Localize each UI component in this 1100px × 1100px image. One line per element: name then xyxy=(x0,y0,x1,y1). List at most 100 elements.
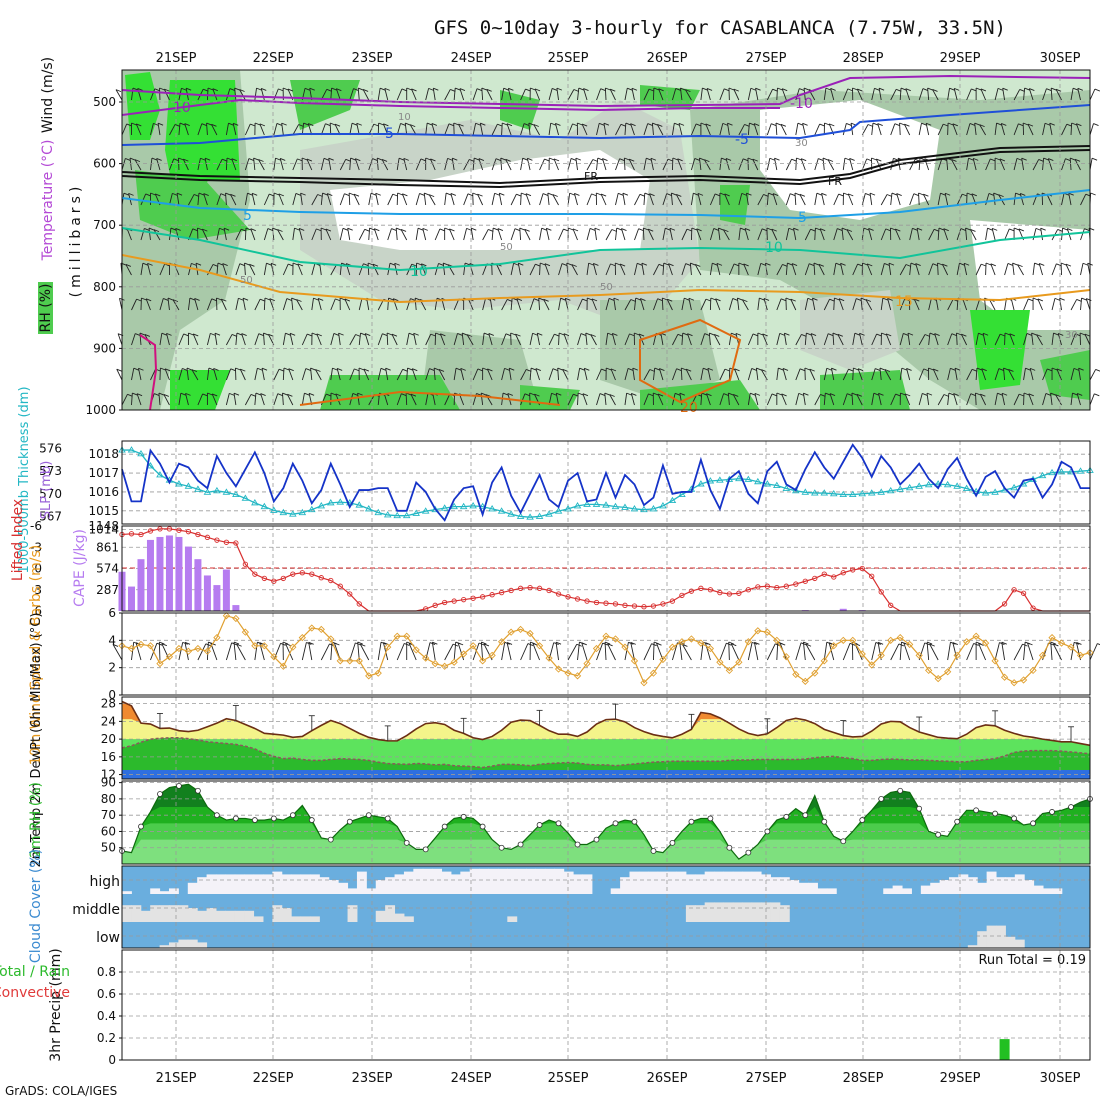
wind-barb xyxy=(775,122,778,136)
wind-barb xyxy=(373,228,379,241)
wind-barb xyxy=(926,642,930,661)
wind-barb xyxy=(125,264,132,276)
wind-barb-flag xyxy=(326,88,332,92)
wind-barb xyxy=(947,368,951,381)
wind-speed-marker xyxy=(488,651,496,660)
wind-barb xyxy=(121,123,128,136)
wind-barb xyxy=(956,263,960,276)
wind-barb xyxy=(501,642,506,661)
wind-barb-flag xyxy=(852,87,858,91)
wind-barb-flag xyxy=(1023,392,1030,396)
wind-barb-flag xyxy=(240,228,247,232)
lifted-index-marker xyxy=(185,529,192,535)
lifted-index-marker xyxy=(442,599,448,606)
wind-barb xyxy=(962,298,968,311)
cloud-cell xyxy=(215,910,226,922)
wind-speed-marker xyxy=(298,633,306,642)
date-tick-label: 22SEP xyxy=(253,51,294,66)
wind-barb-flag xyxy=(386,332,393,336)
wind-barb xyxy=(719,643,727,661)
wind-barb-flag xyxy=(345,158,351,162)
wind-barb-flag xyxy=(268,333,274,337)
rh-marker xyxy=(574,841,581,848)
wind-barb-flag xyxy=(938,227,945,231)
wind-barb-flag xyxy=(128,192,134,196)
cloud-cell xyxy=(309,916,320,922)
wind-barb-flag xyxy=(136,298,142,302)
wind-barb-flag xyxy=(396,227,402,231)
wind-barb xyxy=(242,298,246,311)
wind-barb-flag xyxy=(367,262,374,266)
cloud-cell xyxy=(469,868,480,894)
wind-speed-marker xyxy=(336,657,344,665)
wind-barb-flag xyxy=(724,193,730,197)
cloud-cell xyxy=(507,868,518,894)
wind-barb xyxy=(1089,393,1095,406)
wind-barb-flag xyxy=(527,157,533,161)
slp-axis-label: SLP (mb) xyxy=(39,461,54,520)
wind-speed-marker xyxy=(754,627,762,635)
precip-legend-convective: Convective xyxy=(0,985,70,1001)
wind-barb xyxy=(438,369,446,381)
wind-barb xyxy=(235,333,238,346)
wind-barb-flag xyxy=(705,298,712,302)
date-tick-label: 29SEP xyxy=(940,1071,981,1086)
wind-barb xyxy=(954,368,958,381)
wind-barb-flag xyxy=(185,87,192,91)
rh-marker xyxy=(157,791,163,797)
wind-barb xyxy=(148,228,151,241)
rh-marker xyxy=(251,817,258,823)
wind-barb-flag xyxy=(1094,393,1100,397)
wind-barb-flag xyxy=(828,333,834,337)
wind-barb-flag xyxy=(856,393,862,397)
wind-barb-flag xyxy=(181,87,187,91)
wind-barb xyxy=(263,297,266,311)
wind-barb-flag xyxy=(601,368,607,372)
wind-barb xyxy=(241,333,246,346)
wind-barb xyxy=(1032,228,1037,241)
wind-barb xyxy=(377,368,382,381)
thickness-marker xyxy=(792,486,800,494)
thickness-marker xyxy=(886,486,895,494)
contour-magenta xyxy=(139,334,158,411)
wind-barb xyxy=(158,641,161,661)
wind-barb xyxy=(131,333,136,346)
wind-barb-flag xyxy=(1025,367,1031,371)
wind-speed-marker xyxy=(896,633,904,642)
wind-barb xyxy=(909,263,912,276)
precip-tick-label: 0.8 xyxy=(97,965,116,979)
wind-speed-marker xyxy=(953,651,961,660)
wind-barb xyxy=(572,228,578,241)
wind-barb-flag xyxy=(1018,393,1025,397)
wind-barb xyxy=(320,393,327,406)
wind-barb xyxy=(956,332,958,346)
wind-barb-flag xyxy=(191,262,197,266)
thickness-marker xyxy=(545,510,553,517)
wind-barb-flag xyxy=(286,298,293,301)
wind-barb xyxy=(364,333,370,346)
wind-barb-flag xyxy=(178,157,184,161)
wind-barb xyxy=(1055,89,1062,101)
wind-barb-flag xyxy=(519,227,525,231)
wind-barb-flag xyxy=(372,263,379,267)
wind-barb xyxy=(410,394,417,406)
wind-barb xyxy=(451,158,455,171)
rh-marker xyxy=(346,818,353,825)
wind-barb-flag xyxy=(671,192,677,196)
wind-barb xyxy=(501,333,507,346)
wind-barb-flag xyxy=(926,392,933,396)
wind-barb xyxy=(624,393,628,406)
thickness-marker xyxy=(773,481,781,488)
wind-barb-flag xyxy=(952,123,959,127)
wind-barb xyxy=(453,368,457,381)
wind-speed-marker xyxy=(175,644,183,653)
wind-barb xyxy=(519,227,522,241)
wind-barb xyxy=(932,368,939,381)
wind-barb-flag xyxy=(560,297,566,301)
wind-barb xyxy=(376,158,379,171)
cloud-cell xyxy=(197,877,208,894)
wind-barb-flag xyxy=(752,333,759,337)
wind-barb xyxy=(602,158,607,171)
wind-speed-marker xyxy=(773,636,781,644)
wind-barb xyxy=(359,643,370,661)
